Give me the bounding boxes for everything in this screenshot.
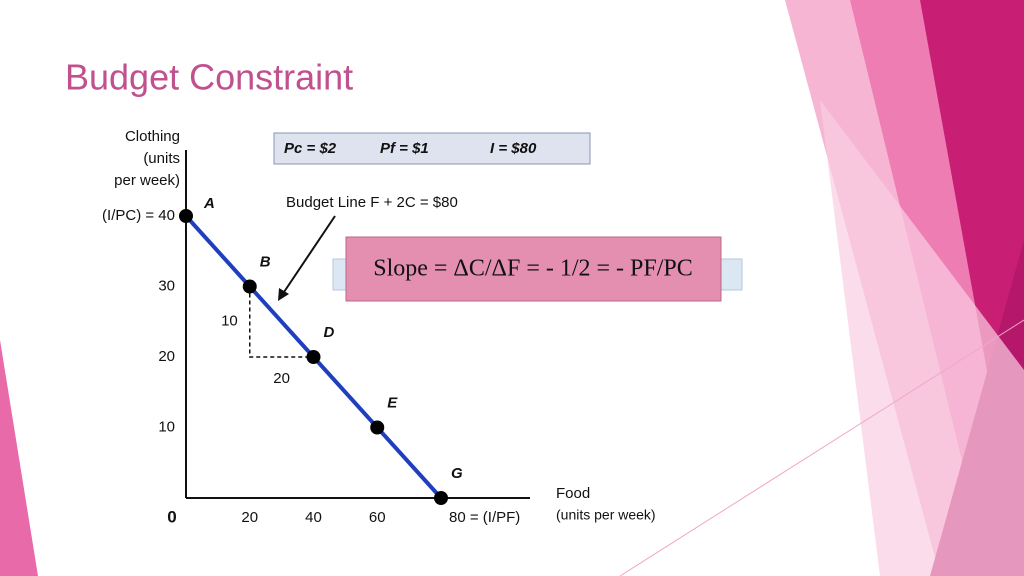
y-axis-title: (units	[143, 150, 180, 167]
point	[370, 420, 385, 435]
point-label: D	[324, 324, 335, 341]
y-tick-label: (I/PC) = 40	[102, 207, 175, 224]
prices: Pc = $2 Pf = $1 I = $80	[284, 140, 537, 157]
y-tick-label: 10	[158, 418, 175, 435]
point-label: G	[451, 465, 463, 482]
point-label: A	[203, 195, 215, 212]
x-tick-label: 40	[305, 509, 322, 526]
step-dash	[249, 286, 314, 358]
point	[242, 279, 257, 294]
y-axis-title: per week)	[114, 172, 180, 189]
slope-formula: Slope = ΔC/ΔF = - 1/2 = - PF/PC	[373, 256, 693, 282]
x-axis-title: Food	[556, 485, 590, 502]
price: Pc = $2	[284, 140, 337, 157]
formula-box	[345, 236, 722, 302]
x-tick-label: 60	[369, 509, 386, 526]
price-box	[273, 132, 591, 165]
x-tick-label: 80 = (I/PF)	[449, 509, 520, 526]
decor	[619, 319, 1024, 576]
point-label: B	[260, 253, 271, 270]
point	[434, 491, 448, 505]
y-axis-title: Clothing	[125, 128, 180, 145]
y-tick-label: 20	[158, 348, 175, 365]
point-label: E	[387, 394, 398, 411]
point	[179, 209, 193, 223]
run-label: 20	[273, 370, 290, 387]
y-tick-label: 30	[158, 277, 175, 294]
arrow	[281, 215, 336, 296]
point	[306, 350, 321, 364]
x-tick-label: 20	[241, 509, 258, 526]
decor	[820, 100, 1024, 576]
arrow-head	[278, 288, 289, 301]
x-tick-label: 0	[167, 507, 176, 526]
x-axis-title: (units per week)	[556, 507, 656, 523]
budget-line-label: Budget Line F + 2C = $80	[286, 194, 458, 211]
price: I = $80	[490, 140, 537, 157]
price: Pf = $1	[380, 140, 429, 157]
plot: 10 20 30 (I/PC) = 40 0 20 40 60 80 = (I/PF) Cloth…	[102, 128, 656, 527]
decor	[0, 340, 38, 576]
rise-label: 10	[221, 313, 238, 330]
slide-title: Budget Constraint	[65, 57, 353, 98]
